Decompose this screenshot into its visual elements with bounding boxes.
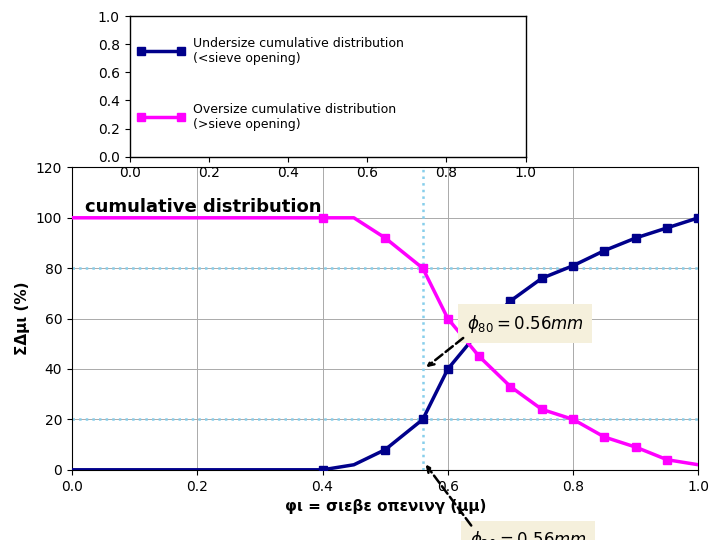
Text: cumulative distribution: cumulative distribution [84, 198, 321, 215]
X-axis label: φι = σιεβε οπενινγ (μμ): φι = σιεβε οπενινγ (μμ) [284, 499, 486, 514]
Text: Oversize cumulative distribution
(>sieve opening): Oversize cumulative distribution (>sieve… [193, 103, 396, 131]
Text: $\phi_{20} = 0.56mm$: $\phi_{20} = 0.56mm$ [469, 529, 587, 540]
Text: $\phi_{80} = 0.56mm$: $\phi_{80} = 0.56mm$ [467, 313, 584, 335]
Text: Undersize cumulative distribution
(<sieve opening): Undersize cumulative distribution (<siev… [193, 37, 404, 65]
Y-axis label: ΣΔμι (%): ΣΔμι (%) [15, 282, 30, 355]
